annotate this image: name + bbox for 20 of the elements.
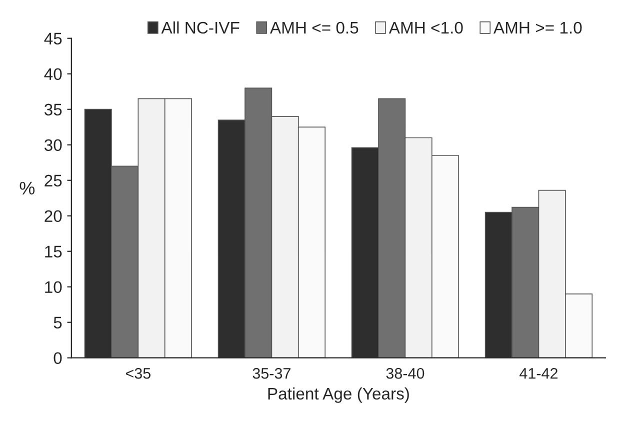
- x-tick-label: <35: [126, 368, 150, 379]
- y-tick-label: 10: [45, 281, 62, 294]
- y-tick-label: 0: [54, 352, 62, 364]
- y-tick-label: 5: [54, 316, 62, 329]
- y-tick-label: 25: [44, 174, 62, 187]
- x-tick-label: 38-40: [386, 368, 424, 379]
- y-tick-label: 45: [44, 32, 62, 45]
- y-tick-label: 40: [44, 68, 62, 80]
- x-axis-title: Patient Age (Years): [268, 387, 409, 403]
- legend-label: AMH <= 0.5: [270, 22, 358, 34]
- y-axis-title: %: [20, 182, 35, 194]
- y-tick-label: 35: [44, 104, 62, 116]
- legend-label: AMH >= 1.0: [493, 22, 582, 34]
- y-tick-label: 30: [44, 139, 62, 152]
- legend-label: All NC-IVF: [161, 21, 240, 34]
- legend-label: AMH <1.0: [388, 22, 463, 34]
- x-tick-label: 41-42: [520, 368, 558, 379]
- y-tick-label: 20: [44, 210, 62, 222]
- y-tick-label: 15: [45, 246, 62, 258]
- x-tick-label: 35-37: [252, 368, 290, 379]
